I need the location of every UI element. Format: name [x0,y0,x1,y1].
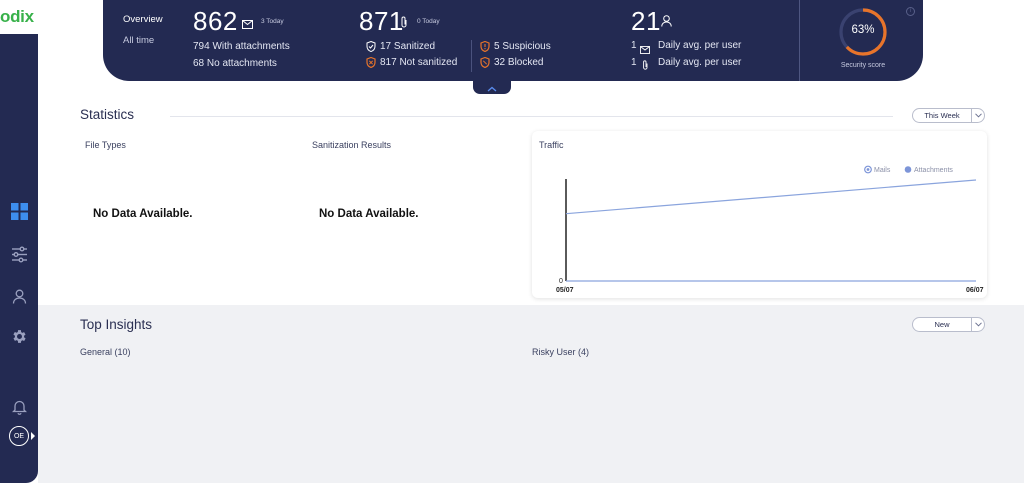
legend-mails-dot [866,168,870,171]
overview-label: Overview [123,14,163,25]
avg-mail-label: Daily avg. per user [658,40,742,51]
chevron-down-icon [971,109,984,122]
divider [170,116,893,117]
user-avatar[interactable]: OE [9,426,29,446]
user-count-icon [661,14,672,32]
y-tick-0: 0 [559,278,563,285]
avg-attach-value: 1 [631,57,637,68]
series-line-attachments [565,179,977,215]
sanitization-results-title: Sanitization Results [312,140,392,150]
avatar-initials: OE [13,432,25,440]
suspicious-stat: 5 Suspicious [480,41,551,52]
avatar-menu-arrow-icon[interactable] [31,432,35,440]
insights-risky-user-tab[interactable]: Risky User (4) [532,347,590,357]
settings-sliders-icon[interactable] [9,244,29,264]
avg-mail-value: 1 [631,40,637,51]
legend-attachments-label: Attachments [914,167,953,174]
insights-general-tab[interactable]: General (10) [80,347,131,357]
security-score-value: 63% [851,24,875,36]
shield-check-icon [366,41,376,52]
collapse-panel-button[interactable] [473,81,511,94]
odix-logo[interactable]: odix [0,0,38,34]
bell-icon[interactable] [9,397,29,417]
chevron-up-icon [487,86,497,92]
traffic-title: Traffic [539,140,564,150]
blocked-stat: 32 Blocked [480,57,543,68]
period-select-value: This Week [924,111,960,120]
paperclip-icon [400,15,408,33]
top-insights-title: Top Insights [80,317,153,332]
dashboard-icon[interactable] [9,201,29,221]
divider [471,40,472,72]
not-sanitized-stat: 817 Not sanitized [366,57,457,68]
mails-count: 862 [193,6,238,36]
file-types-title: File Types [85,140,126,150]
sidebar: odix OE [0,0,38,483]
score-divider [799,0,800,81]
legend-attachments[interactable]: Attachments [904,166,954,174]
security-score-label: Security score [840,62,886,69]
paperclip-small-icon [642,57,649,75]
statistics-title: Statistics [80,107,135,122]
period-select[interactable]: This Week [912,108,985,123]
avg-attach-label: Daily avg. per user [658,57,742,68]
mails-today: 3 Today [261,18,284,25]
sanitized-stat: 17 Sanitized [366,41,435,52]
attachments-count: 871 [359,6,404,36]
sanitization-results-empty: No Data Available. [319,208,419,220]
users-count: 21 [631,6,661,36]
gear-icon[interactable] [9,326,29,346]
insights-sort-select[interactable]: New [912,317,985,332]
user-icon[interactable] [9,286,29,306]
info-icon[interactable]: i [906,7,915,16]
overview-panel: Overview All time 862 3 Today 794 With a… [103,0,923,81]
chevron-down-icon [971,318,984,331]
attachments-today: 0 Today [417,18,440,25]
mail-small-icon [640,41,650,59]
security-score-gauge [839,8,887,56]
legend-mails-marker [864,165,872,174]
insights-sort-value: New [934,320,950,329]
x-tick-start: 05/07 [556,287,574,294]
legend-attachments-marker [904,166,912,173]
insights-section [38,305,1024,483]
shield-warning-icon [480,41,490,52]
traffic-chart: Traffic Mails Attachments 0 05/07 06/07 [539,140,984,294]
overview-period: All time [123,35,155,46]
shield-blocked-icon [480,57,490,68]
mail-icon [242,16,253,34]
traffic-chart-card: Traffic Mails Attachments 0 05/07 06/07 [532,131,987,298]
mails-no-attachments: 68 No attachments [193,58,277,69]
legend-mails[interactable]: Mails [864,165,891,174]
legend-mails-label: Mails [874,167,891,174]
mails-with-attachments: 794 With attachments [193,41,290,52]
file-types-empty: No Data Available. [93,208,193,220]
x-tick-end: 06/07 [966,287,984,294]
shield-alert-icon [366,57,376,68]
